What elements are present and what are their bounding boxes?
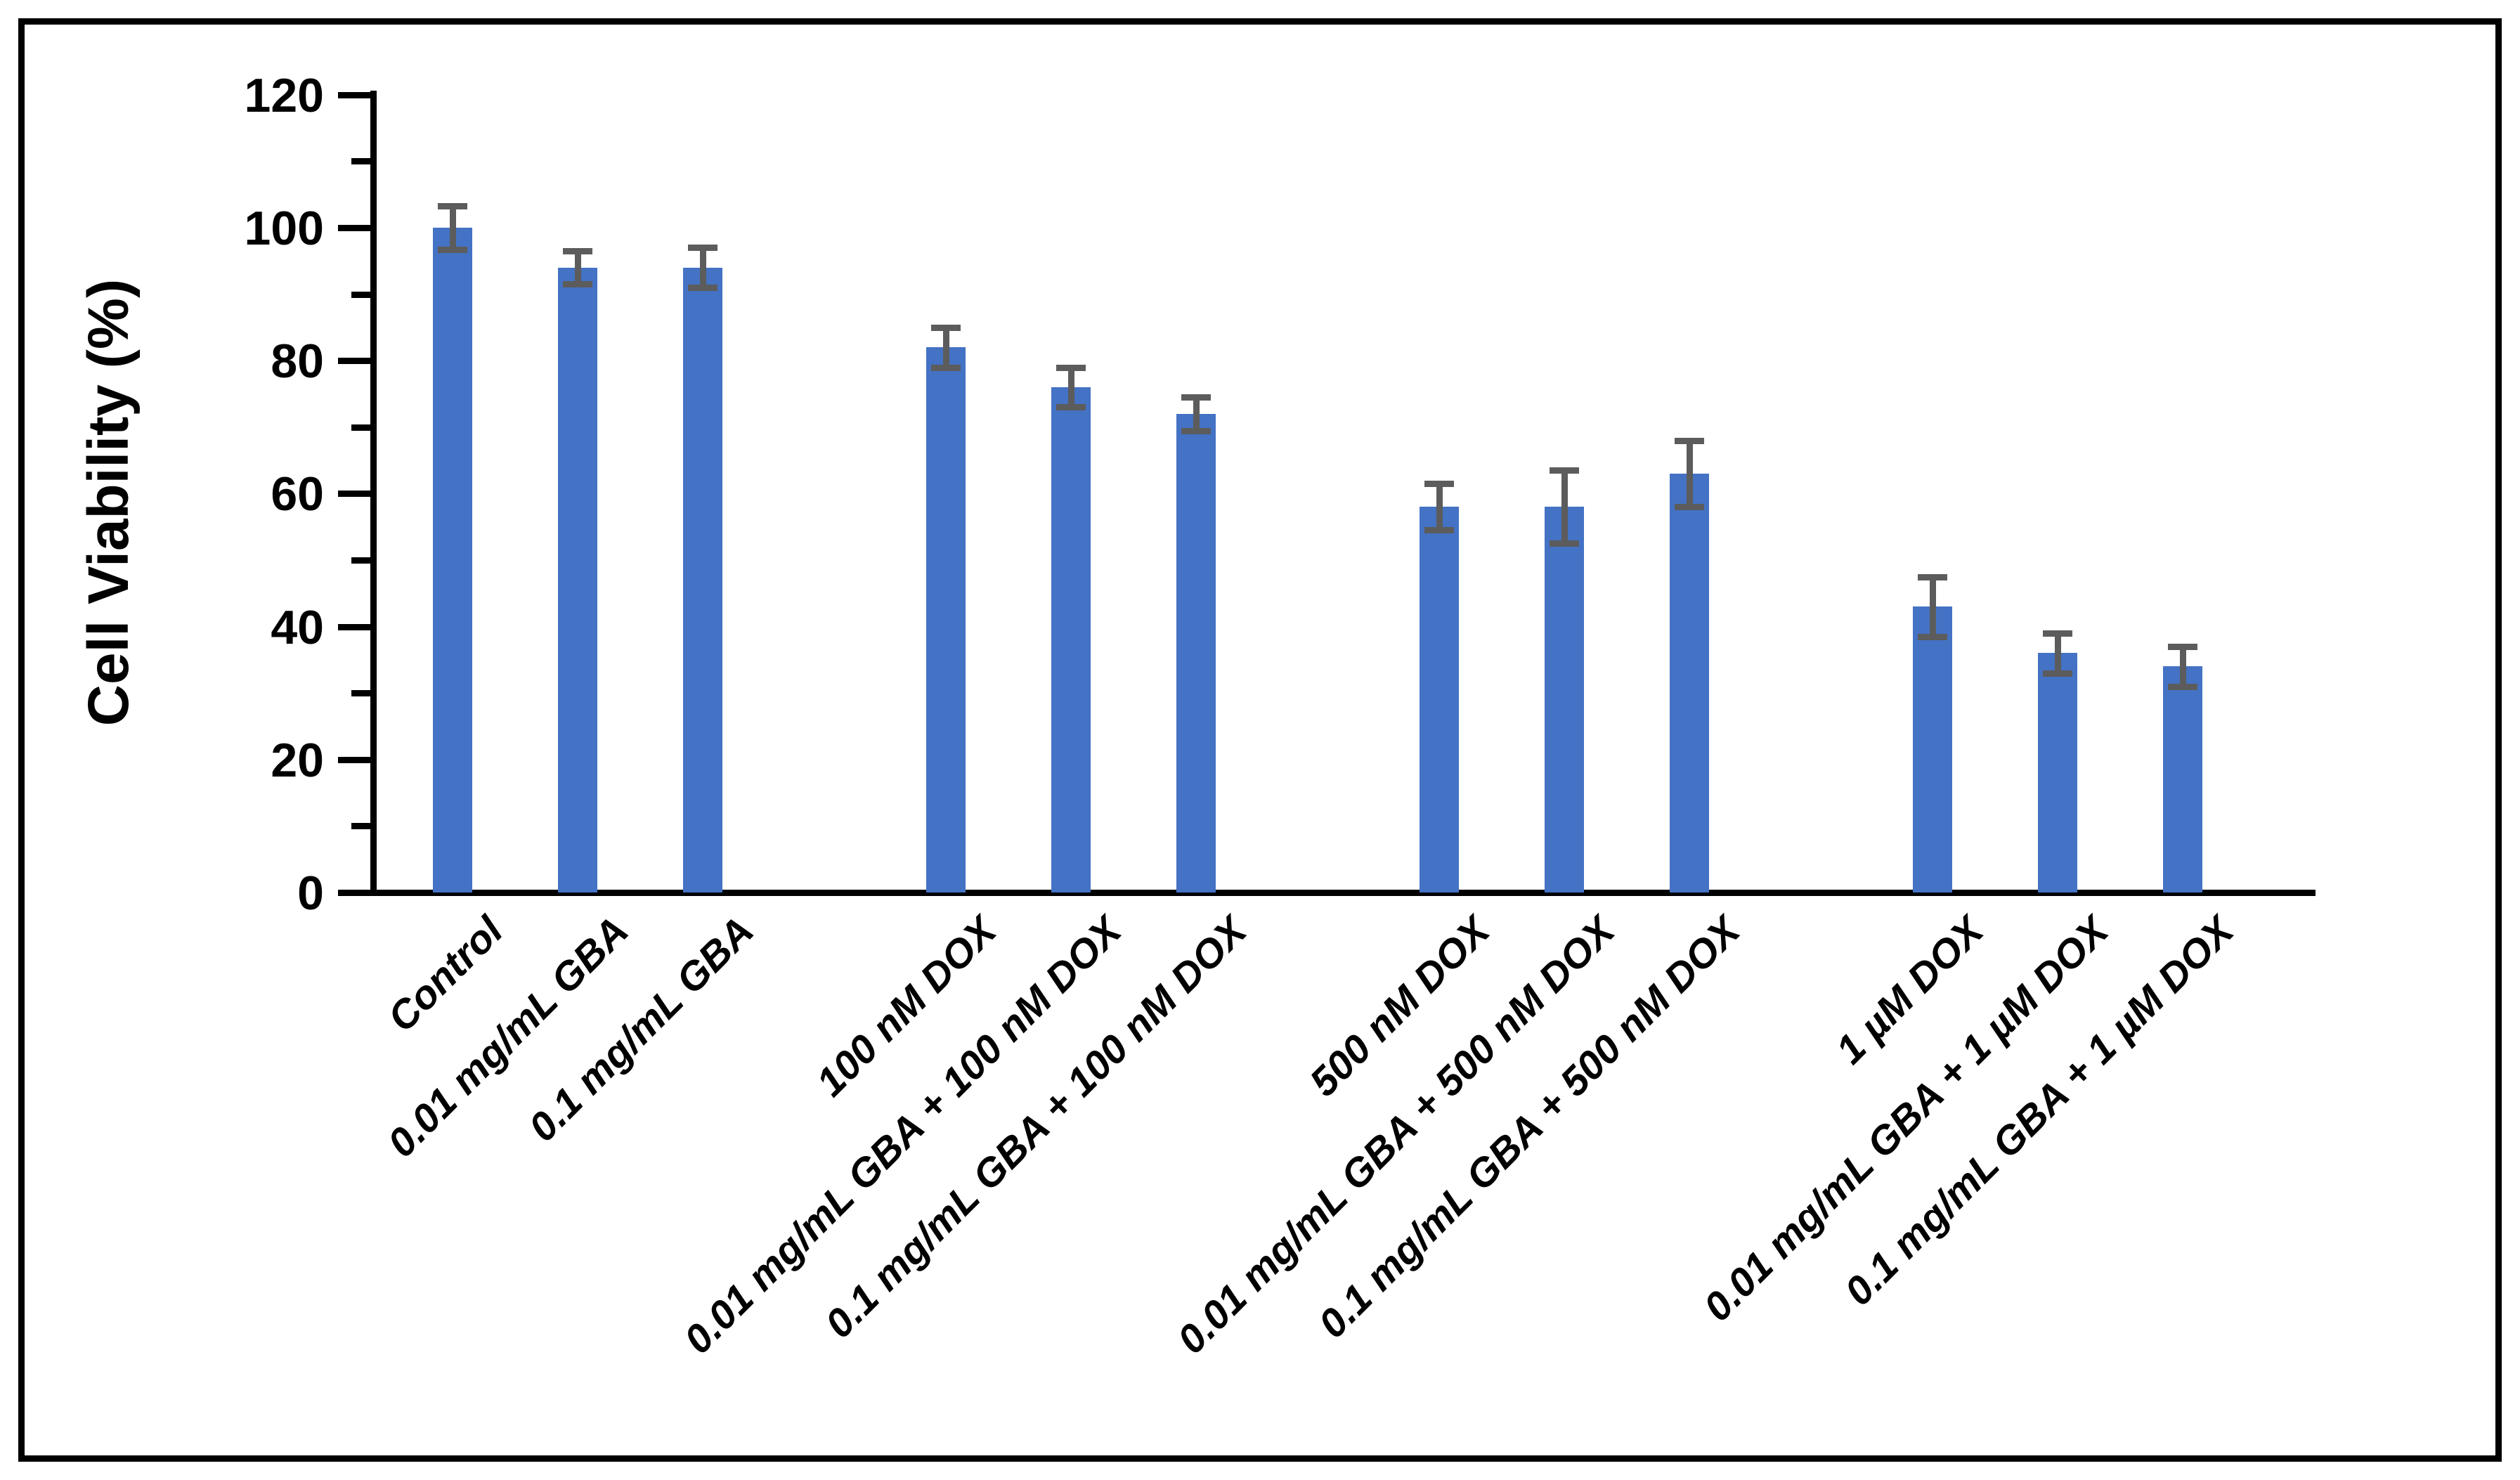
error-bar-cap-top	[931, 324, 961, 331]
bar	[1420, 507, 1459, 892]
y-tick-label: 100	[244, 202, 324, 255]
error-bar-cap-bottom	[1550, 540, 1579, 547]
bar	[433, 228, 472, 892]
error-bar-cap-top	[1056, 364, 1086, 371]
y-tick-label: 60	[271, 467, 324, 521]
error-bar-whisker	[1561, 470, 1568, 544]
error-bar-whisker	[1193, 397, 1200, 431]
y-tick-label: 120	[244, 68, 324, 122]
error-bar-whisker	[449, 205, 456, 250]
error-bar-cap-top	[2043, 630, 2072, 637]
y-major-tick	[338, 225, 370, 231]
error-bar-whisker	[2179, 646, 2186, 687]
error-bar-whisker	[2054, 633, 2061, 673]
y-major-tick	[338, 91, 370, 98]
bar	[1670, 474, 1709, 892]
error-bar-whisker	[699, 247, 706, 288]
error-bar-cap-bottom	[563, 281, 592, 288]
error-bar-cap-top	[688, 245, 717, 252]
y-minor-tick	[351, 690, 370, 697]
error-bar-cap-top	[438, 202, 467, 209]
error-bar-cap-bottom	[931, 364, 961, 371]
y-tick-label: 0	[297, 866, 324, 920]
error-bar-cap-bottom	[688, 285, 717, 292]
error-bar-cap-top	[2168, 643, 2197, 650]
bar	[1545, 507, 1584, 892]
y-tick-label: 80	[271, 335, 324, 389]
error-bar-cap-bottom	[1056, 404, 1086, 411]
bar	[926, 347, 966, 892]
error-bar-whisker	[574, 251, 581, 285]
error-bar-cap-bottom	[1675, 504, 1704, 511]
bar	[2038, 653, 2077, 892]
bar	[558, 267, 597, 892]
y-major-tick	[338, 358, 370, 365]
error-bar-cap-bottom	[1424, 527, 1454, 534]
y-major-tick	[338, 890, 370, 896]
y-tick-label: 20	[271, 733, 324, 787]
y-minor-tick	[351, 823, 370, 830]
error-bar-cap-top	[1918, 573, 1947, 580]
error-bar-whisker	[1436, 483, 1443, 531]
error-bar-whisker	[1067, 367, 1074, 408]
bar	[1051, 387, 1091, 892]
error-bar-cap-top	[1550, 467, 1579, 474]
y-major-tick	[338, 756, 370, 763]
error-bar-cap-bottom	[2168, 683, 2197, 690]
y-minor-tick	[351, 424, 370, 431]
y-minor-tick	[351, 291, 370, 298]
error-bar-whisker	[942, 327, 949, 368]
error-bar-whisker	[1929, 576, 1936, 637]
bar	[683, 267, 722, 892]
bar	[1176, 413, 1216, 892]
y-axis-line	[370, 90, 377, 896]
error-bar-cap-bottom	[2043, 670, 2072, 677]
bar	[2163, 666, 2202, 892]
error-bar-cap-top	[1424, 481, 1454, 488]
error-bar-cap-bottom	[1181, 427, 1211, 434]
error-bar-cap-bottom	[438, 247, 467, 254]
y-major-tick	[338, 623, 370, 630]
error-bar-cap-top	[1181, 394, 1211, 401]
y-minor-tick	[351, 557, 370, 564]
y-major-tick	[338, 491, 370, 498]
bar	[1913, 606, 1952, 892]
y-minor-tick	[351, 158, 370, 165]
x-axis-line	[370, 890, 2316, 896]
figure-border	[18, 18, 2502, 1462]
error-bar-cap-top	[563, 248, 592, 255]
y-tick-label: 40	[271, 600, 324, 654]
error-bar-whisker	[1686, 440, 1693, 507]
error-bar-cap-bottom	[1918, 633, 1947, 640]
error-bar-cap-top	[1675, 437, 1704, 444]
